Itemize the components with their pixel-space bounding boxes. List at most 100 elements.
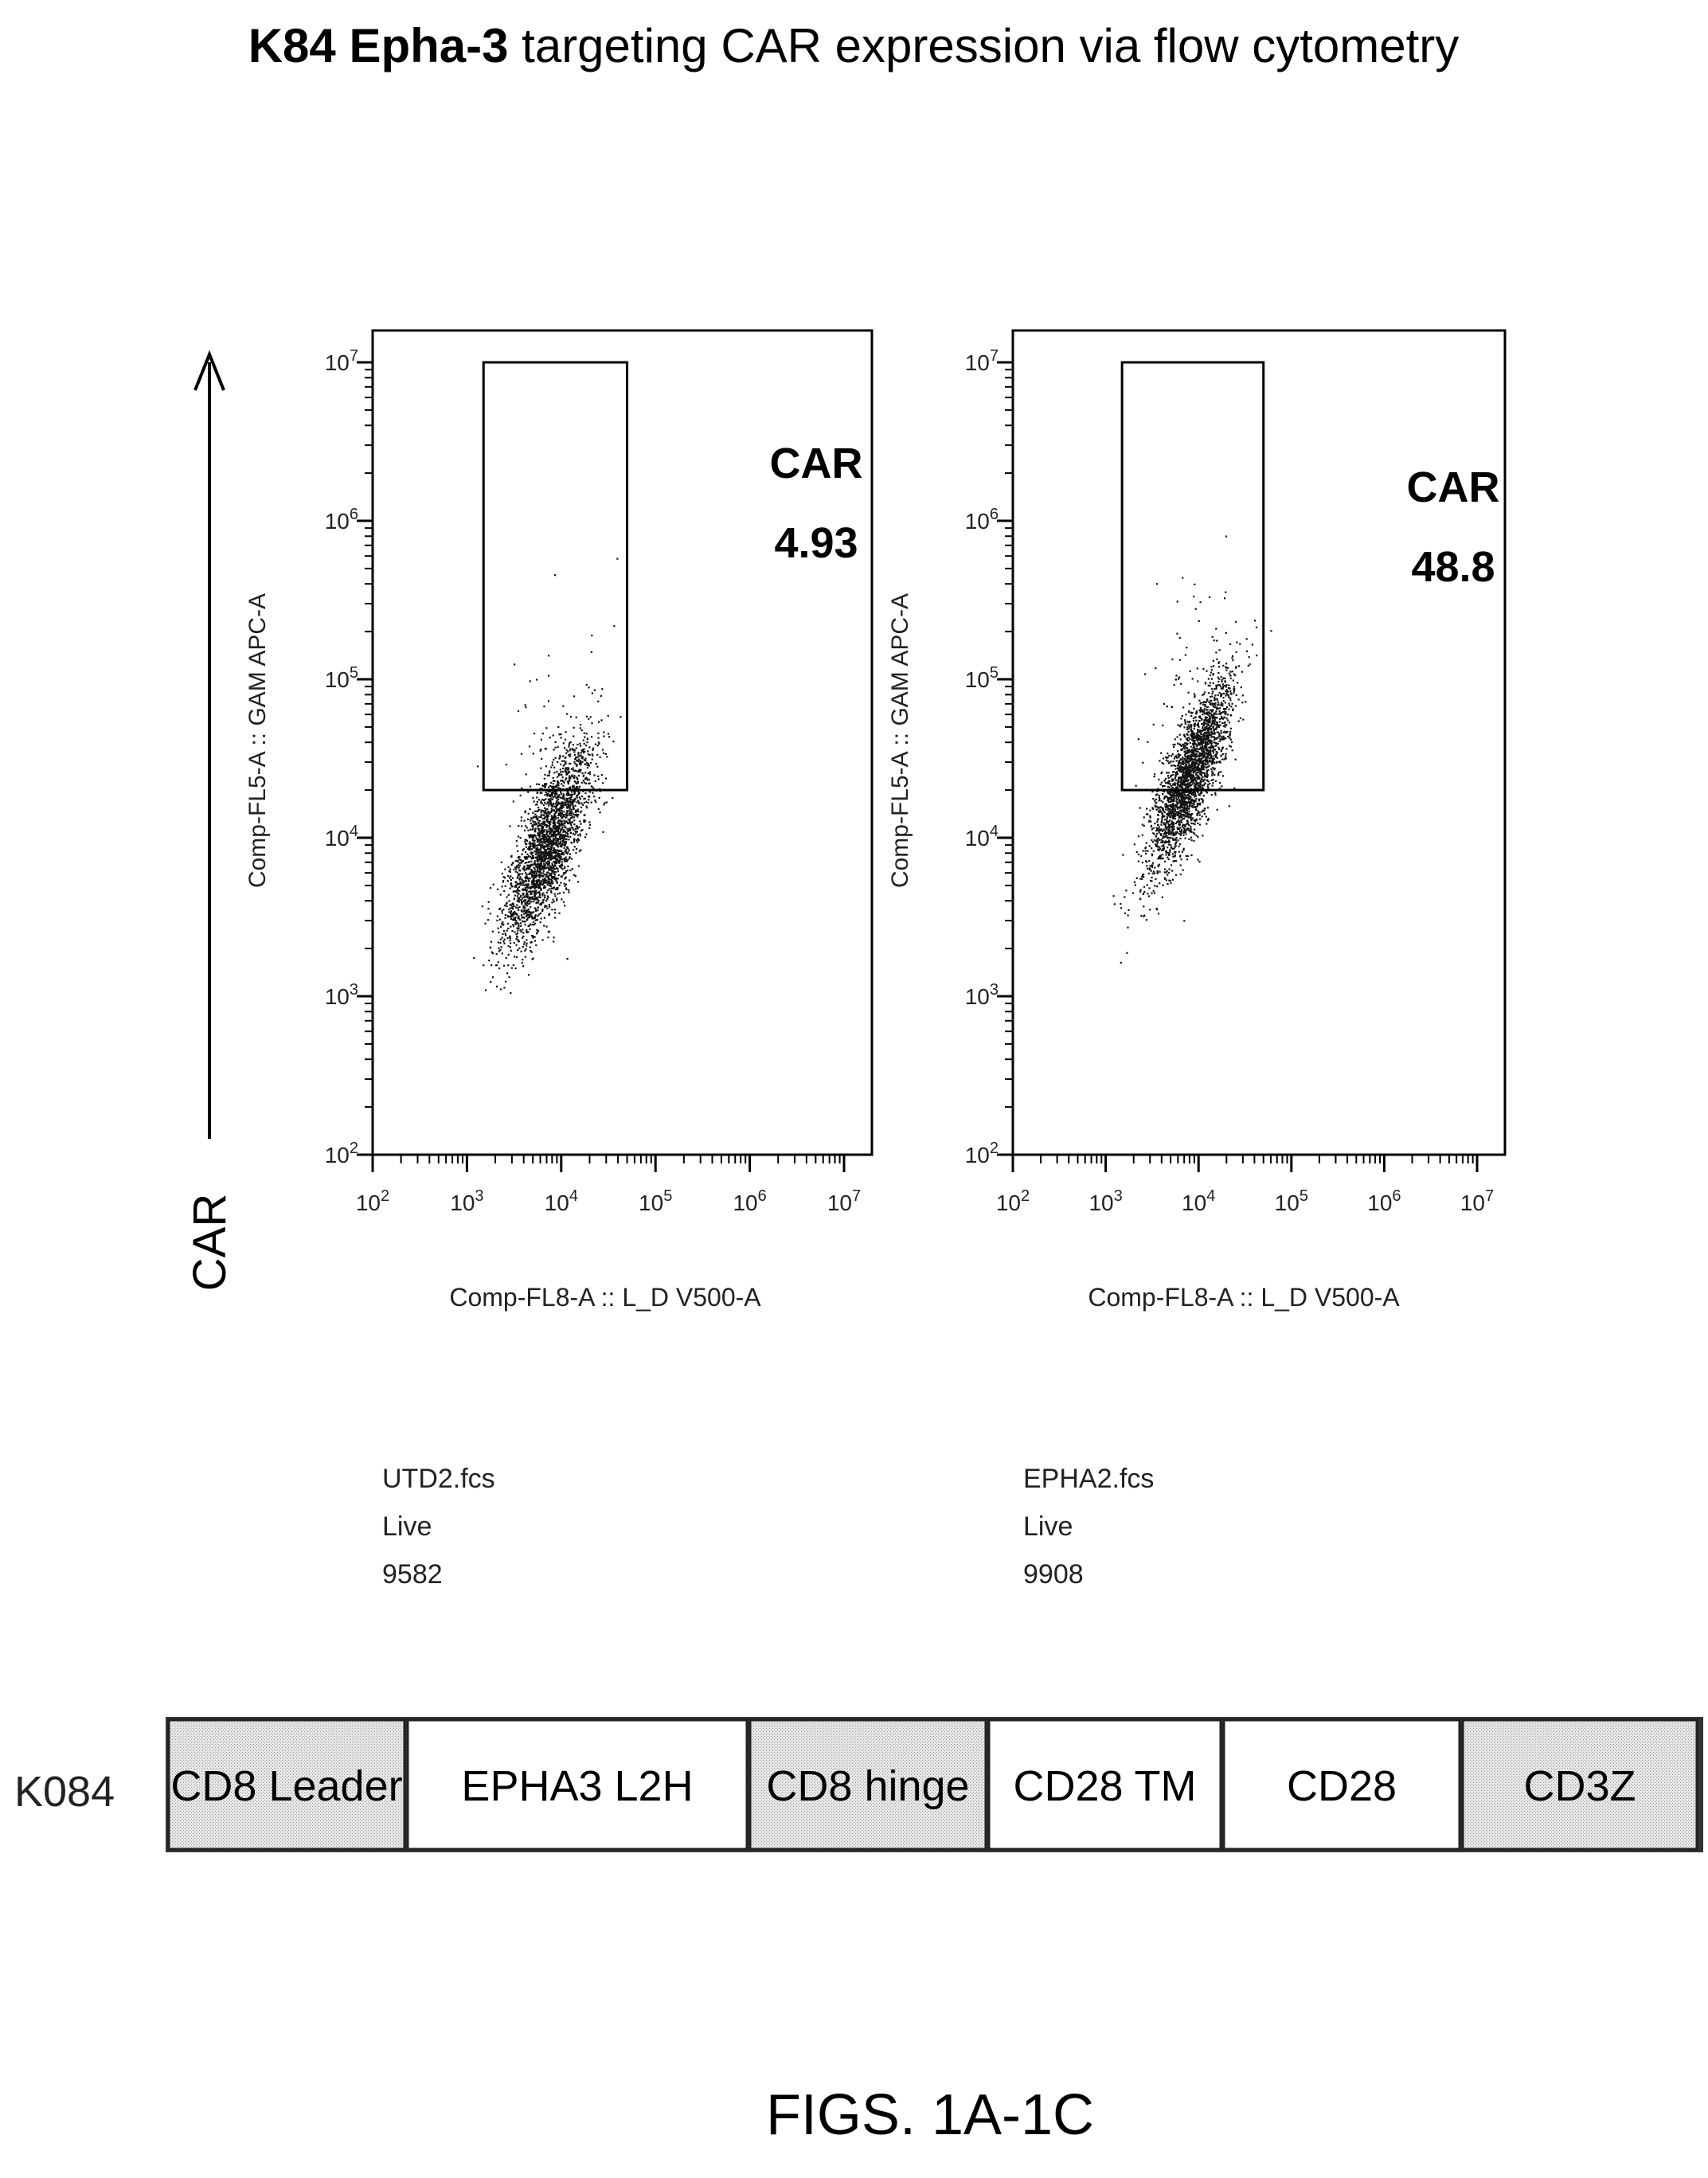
scatter-point xyxy=(1206,670,1208,672)
scatter-point xyxy=(1163,810,1165,812)
scatter-point xyxy=(1190,734,1192,737)
y-tick-label: 105 xyxy=(325,664,358,692)
scatter-point xyxy=(520,878,523,881)
scatter-point xyxy=(1145,860,1147,862)
scatter-point xyxy=(510,863,513,866)
scatter-point xyxy=(514,931,516,933)
scatter-point xyxy=(1166,796,1168,798)
scatter-point xyxy=(1224,713,1226,715)
scatter-point xyxy=(531,834,534,837)
scatter-point xyxy=(1211,774,1214,776)
scatter-point xyxy=(552,805,554,807)
scatter-point xyxy=(532,863,535,866)
scatter-point xyxy=(1230,741,1233,744)
scatter-point xyxy=(570,811,573,815)
scatter-point xyxy=(557,832,559,835)
scatter-point xyxy=(553,809,555,811)
scatter-point xyxy=(1210,739,1212,741)
scatter-point xyxy=(1224,730,1226,733)
scatter-point xyxy=(507,922,510,925)
scatter-point xyxy=(573,849,575,851)
scatter-point xyxy=(1221,775,1225,777)
scatter-point xyxy=(500,861,502,863)
scatter-point xyxy=(1201,792,1203,794)
scatter-point xyxy=(562,830,565,832)
scatter-point xyxy=(580,724,582,726)
scatter-point xyxy=(1167,856,1169,858)
scatter-point xyxy=(1170,826,1172,828)
scatter-point xyxy=(1140,915,1143,917)
scatter-point xyxy=(1179,800,1182,803)
scatter-point xyxy=(547,835,550,837)
scatter-point xyxy=(545,836,548,839)
scatter-point xyxy=(1173,791,1175,793)
scatter-point xyxy=(586,779,588,781)
scatter-point xyxy=(553,827,556,830)
scatter-point xyxy=(565,838,567,840)
scatter-point xyxy=(558,836,561,839)
scatter-point xyxy=(1206,699,1209,702)
scatter-point xyxy=(1167,883,1169,886)
scatter-point xyxy=(1222,717,1225,719)
scatter-point xyxy=(560,855,562,858)
scatter-point xyxy=(561,817,563,819)
scatter-point xyxy=(532,837,534,839)
scatter-point xyxy=(562,829,565,831)
scatter-point xyxy=(565,848,567,850)
scatter-point xyxy=(531,824,534,827)
scatter-point xyxy=(538,894,541,897)
scatter-point xyxy=(555,866,557,869)
scatter-point xyxy=(1190,766,1192,768)
scatter-point xyxy=(1197,765,1199,768)
scatter-point xyxy=(569,778,571,780)
scatter-point xyxy=(1210,740,1213,742)
scatter-point xyxy=(541,939,544,941)
scatter-point xyxy=(530,876,534,878)
scatter-point xyxy=(576,815,578,817)
scatter-point xyxy=(1174,810,1176,812)
scatter-point xyxy=(522,882,525,884)
scatter-point xyxy=(534,827,537,830)
scatter-point xyxy=(530,864,533,866)
scatter-point xyxy=(1225,666,1227,668)
scatter-point xyxy=(1218,649,1221,651)
scatter-point xyxy=(1161,812,1163,815)
scatter-point xyxy=(1195,795,1198,797)
scatter-point xyxy=(1167,809,1169,811)
scatter-point xyxy=(531,890,534,893)
scatter-point xyxy=(1186,783,1188,785)
scatter-point xyxy=(524,949,526,952)
scatter-point xyxy=(559,807,561,809)
scatter-point xyxy=(594,743,596,745)
scatter-point xyxy=(1178,784,1181,787)
scatter-point xyxy=(552,780,554,782)
scatter-point xyxy=(1186,805,1189,807)
scatter-point xyxy=(537,832,540,835)
scatter-point xyxy=(566,810,569,812)
scatter-point xyxy=(527,913,530,916)
scatter-point xyxy=(567,810,569,813)
scatter-point xyxy=(1177,753,1179,755)
scatter-point xyxy=(1184,721,1186,723)
scatter-point xyxy=(548,884,550,886)
scatter-point xyxy=(537,783,541,786)
scatter-point xyxy=(1162,884,1164,886)
scatter-point xyxy=(573,793,576,796)
scatter-point xyxy=(574,804,576,807)
scatter-point xyxy=(530,858,533,860)
scatter-point xyxy=(1206,733,1208,735)
scatter-point xyxy=(569,786,572,788)
scatter-point xyxy=(1193,733,1195,736)
scatter-point xyxy=(546,852,549,854)
scatter-point xyxy=(568,768,570,770)
scatter-point xyxy=(1195,753,1198,756)
scatter-point xyxy=(1146,807,1148,810)
scatter-point xyxy=(553,790,556,792)
scatter-point xyxy=(499,948,502,951)
scatter-point xyxy=(1202,776,1204,778)
scatter-point xyxy=(561,771,564,773)
scatter-point xyxy=(557,809,560,811)
scatter-point xyxy=(569,857,571,859)
scatter-point xyxy=(556,799,558,802)
scatter-point xyxy=(583,801,585,804)
